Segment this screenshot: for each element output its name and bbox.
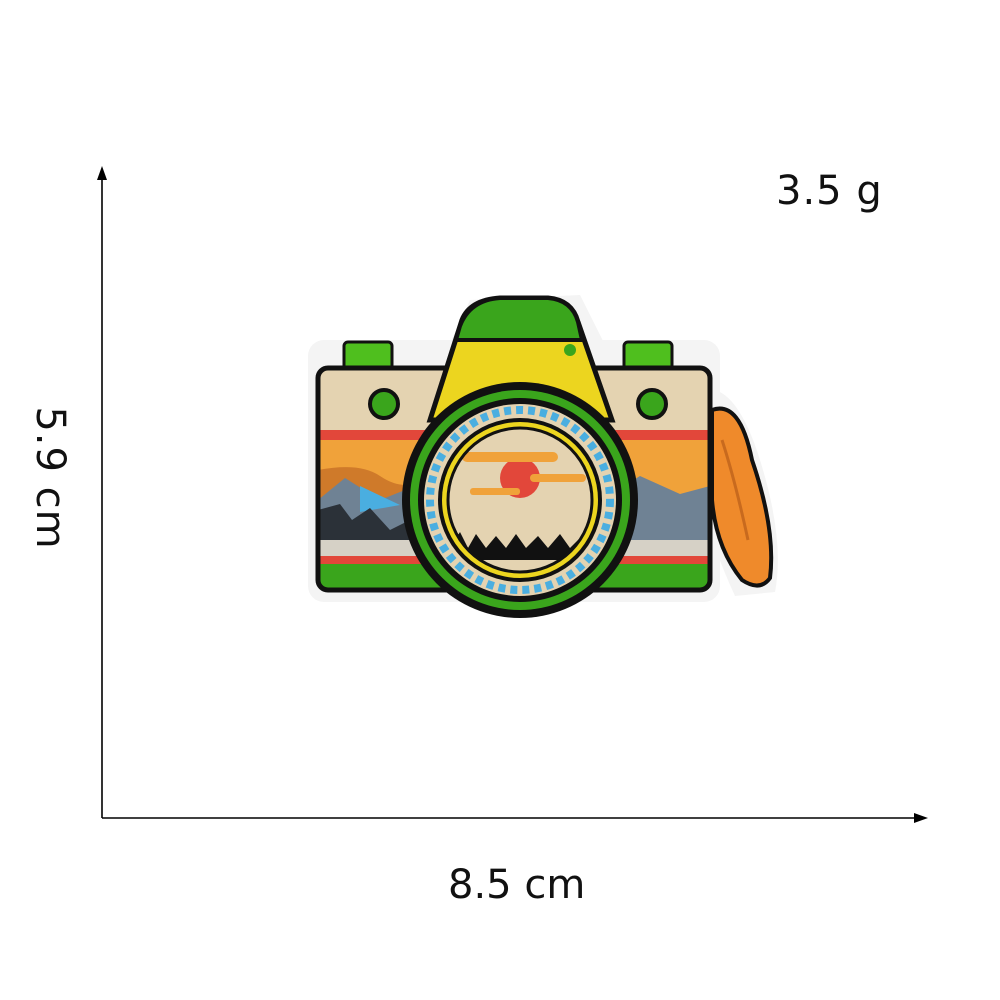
weight-label: 3.5 g	[776, 168, 883, 214]
prism-dot	[564, 344, 576, 356]
prism-top	[453, 296, 585, 342]
horizontal-arrow-icon	[914, 813, 928, 823]
left-flash-dot	[368, 388, 400, 420]
camera-lens	[402, 382, 638, 618]
width-label: 8.5 cm	[448, 862, 586, 908]
vertical-arrow-icon	[97, 166, 107, 180]
right-flash-dot	[636, 388, 668, 420]
